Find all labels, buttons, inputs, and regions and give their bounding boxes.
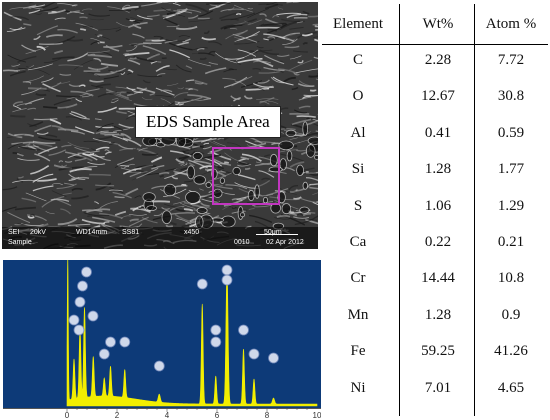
sem-micrograph: EDS Sample Area SEI 20kV WD14mm SS81 x45… (2, 2, 318, 249)
peak-label-bubble (210, 324, 222, 336)
eds-plot-background (3, 260, 321, 408)
table-divider-1 (399, 4, 400, 416)
table-cell-atom-percent: 1.77 (497, 161, 525, 177)
eds-axis-tick-label: 2 (115, 411, 120, 420)
peak-label-bubble (81, 266, 92, 278)
peak-label-bubble (153, 360, 165, 372)
sem-voltage: 20kV (30, 229, 46, 236)
eds-axis-tick-label: 8 (265, 411, 270, 420)
sem-magnification: x450 (184, 229, 200, 236)
table-cell-wt-percent: 59.25 (421, 343, 455, 359)
peak-label-bubble (119, 336, 131, 348)
sem-info-bar: SEI 20kV WD14mm SS81 x450 50μm Sample 00… (2, 227, 318, 249)
peak-label-bubble (221, 264, 233, 276)
table-cell-element: Ca (349, 234, 367, 250)
header-atom-percent: Atom % (485, 16, 537, 32)
peak-label-bubble (248, 348, 260, 360)
peak-label-bubble (105, 336, 116, 348)
table-cell-wt-percent: 0.41 (424, 125, 452, 141)
table-cell-wt-percent: 1.28 (424, 307, 452, 323)
peak-label-bubble (77, 280, 88, 292)
table-cell-element: Al (350, 125, 366, 141)
table-cell-atom-percent: 0.21 (497, 234, 525, 250)
sem-spot-size: SS81 (122, 229, 140, 236)
table-cell-wt-percent: 2.28 (424, 52, 452, 68)
peak-label-bubble (87, 310, 99, 322)
peak-label-bubble (196, 278, 208, 290)
peak-label-bubble (98, 348, 110, 360)
header-element: Element (333, 16, 383, 32)
table-cell-wt-percent: 1.06 (424, 198, 452, 214)
sem-image-code: 0010 (234, 239, 250, 246)
peak-label-bubble (221, 274, 233, 286)
table-cell-element: Mn (347, 307, 369, 323)
table-divider-2 (474, 4, 475, 416)
peak-label-bubble (74, 296, 86, 308)
eds-spectrum-trace (66, 260, 318, 407)
eds-axis-tick-label: 10 (313, 411, 321, 420)
table-cell-atom-percent: 0.9 (501, 307, 521, 323)
composition-table: Element Wt% Atom % C 2.28 7.72 O 12.67 30.8 Al… (322, 4, 548, 416)
peak-label-bubble (73, 324, 85, 336)
table-cell-wt-percent: 1.28 (424, 161, 452, 177)
table-cell-atom-percent: 30.8 (497, 88, 525, 104)
table-header-rule (322, 44, 548, 45)
sem-sample-label: Sample (8, 239, 32, 246)
eds-spectrum: 0 2 4 6 8 10 (3, 260, 321, 420)
peak-label-bubble (210, 336, 222, 348)
table-cell-element: Si (351, 161, 365, 177)
eds-sample-area-label: EDS Sample Area (135, 106, 281, 138)
eds-axis-tick-label: 6 (215, 411, 220, 420)
sem-scale-label: 50μm (264, 229, 282, 236)
table-cell-element: S (353, 198, 363, 214)
eds-axis-tick-label: 0 (65, 411, 70, 420)
header-wt-percent: Wt% (422, 16, 454, 32)
sem-date: 02 Apr 2012 (266, 239, 304, 246)
sem-mode: SEI (8, 229, 20, 236)
table-cell-wt-percent: 14.44 (421, 270, 455, 286)
peak-label-bubble (68, 314, 80, 326)
peak-label-bubble (238, 324, 249, 336)
table-cell-wt-percent: 7.01 (424, 380, 452, 396)
table-cell-element: O (352, 88, 364, 104)
sem-scale-bar (256, 234, 298, 235)
table-cell-wt-percent: 12.67 (421, 88, 455, 104)
table-cell-element: C (352, 52, 363, 68)
table-cell-element: Fe (350, 343, 366, 359)
table-cell-atom-percent: 0.59 (497, 125, 525, 141)
table-cell-wt-percent: 0.22 (424, 234, 452, 250)
eds-axis-tick-label: 4 (165, 411, 170, 420)
eds-sample-area-box (212, 147, 280, 205)
peak-label-bubble (268, 352, 279, 364)
table-cell-atom-percent: 4.65 (497, 380, 525, 396)
sem-working-distance: WD14mm (76, 229, 108, 236)
eds-spectrum-plot: 0 2 4 6 8 10 (3, 260, 321, 420)
table-cell-element: Ni (350, 380, 366, 396)
table-cell-atom-percent: 7.72 (497, 52, 525, 68)
table-cell-element: Cr (350, 270, 366, 286)
table-cell-atom-percent: 10.8 (497, 270, 525, 286)
table-cell-atom-percent: 41.26 (494, 343, 528, 359)
table-cell-atom-percent: 1.29 (497, 198, 525, 214)
